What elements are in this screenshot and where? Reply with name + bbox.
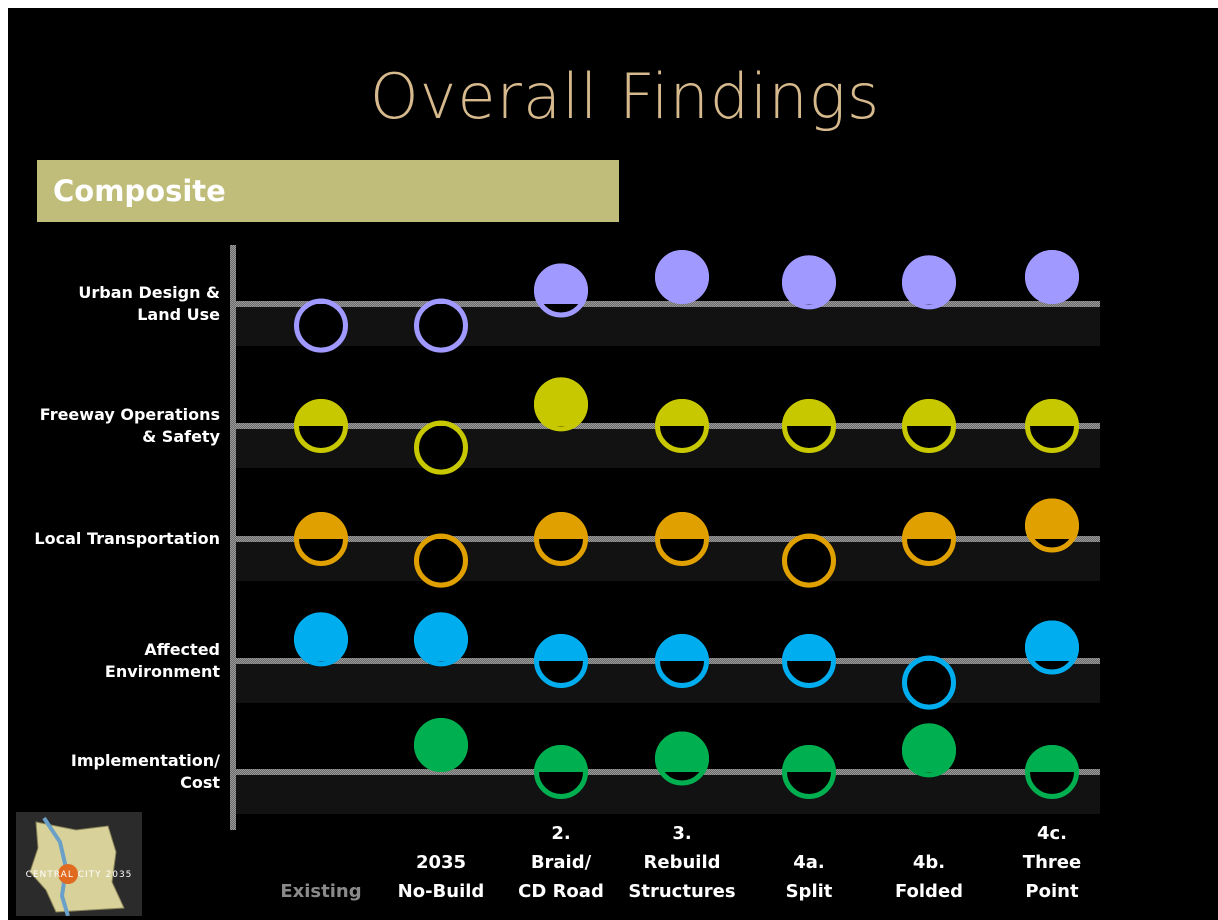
harvey-ball	[902, 655, 956, 710]
harvey-ball	[1025, 620, 1079, 675]
harvey-ball	[414, 718, 468, 772]
harvey-ball	[534, 512, 588, 566]
column-label: 4c. Three Point	[982, 819, 1122, 906]
column-label-line: Structures	[628, 881, 736, 902]
harvey-ball	[294, 612, 348, 667]
row-label: Urban Design & Land Use	[20, 282, 220, 326]
column-label: 2. Braid/CD Road	[491, 819, 631, 906]
harvey-ball	[1025, 498, 1079, 553]
row-label: Local Transportation	[20, 528, 220, 550]
column-label-line: 2.	[551, 823, 571, 844]
harvey-ball	[902, 255, 956, 310]
harvey-ball	[294, 298, 348, 353]
column-label-line	[251, 848, 391, 877]
column-label-line: Point	[1025, 881, 1079, 902]
composite-banner: Composite	[37, 160, 619, 222]
harvey-ball	[534, 377, 588, 432]
vertical-axis	[230, 245, 236, 830]
column-label-line: 4b.	[912, 852, 946, 873]
composite-label: Composite	[53, 174, 226, 208]
row-label-line: Affected	[144, 640, 220, 659]
harvey-ball	[655, 634, 709, 688]
harvey-ball	[655, 512, 709, 566]
harvey-ball	[782, 255, 836, 310]
column-label-line: No-Build	[397, 881, 485, 902]
column-label-line: 4a.	[793, 852, 825, 873]
harvey-ball	[414, 298, 468, 353]
column-label-line: 2035	[415, 852, 467, 873]
harvey-ball	[902, 512, 956, 566]
column-label: Existing	[251, 848, 391, 906]
column-label: 2035 No-Build	[371, 819, 511, 906]
row-label-line: & Safety	[142, 427, 220, 446]
row-label-line: Cost	[180, 773, 220, 792]
harvey-ball	[1025, 745, 1079, 799]
row-baseline	[236, 301, 1100, 307]
harvey-ball	[534, 745, 588, 799]
row-label: Affected Environment	[20, 639, 220, 683]
row-label: Implementation/Cost	[20, 750, 220, 794]
harvey-ball	[782, 399, 836, 453]
harvey-ball	[414, 612, 468, 667]
harvey-ball	[294, 512, 348, 566]
column-label-line: 3.	[672, 823, 692, 844]
harvey-ball	[534, 263, 588, 318]
harvey-ball	[1025, 399, 1079, 453]
row-label-line: Urban Design &	[78, 283, 220, 302]
column-label: 4a. Split	[739, 848, 879, 906]
harvey-ball	[294, 399, 348, 453]
column-label-line: Folded	[894, 881, 964, 902]
row-label-line: Local Transportation	[34, 529, 220, 548]
column-label-line: Split	[785, 881, 833, 902]
column-label-line: Rebuild	[643, 852, 721, 873]
column-label-line: Existing	[280, 881, 362, 902]
slide: Overall Findings Composite Urban Design …	[8, 8, 1218, 920]
column-label-line: 4c.	[1036, 823, 1068, 844]
slide-title: Overall Findings	[369, 60, 881, 133]
harvey-ball	[655, 250, 709, 304]
row-label: Freeway Operations & Safety	[20, 404, 220, 448]
central-city-logo: CENTRAL CITY 2035	[16, 812, 142, 917]
column-label-line: Braid/	[530, 852, 592, 873]
harvey-ball	[655, 731, 709, 786]
row-label-line: Land Use	[137, 305, 220, 324]
harvey-ball	[782, 533, 836, 588]
harvey-ball	[414, 533, 468, 588]
findings-chart	[230, 245, 1100, 830]
row-label-line: Implementation/	[70, 751, 220, 770]
column-label: 3. Rebuild Structures	[612, 819, 752, 906]
column-label: 4b. Folded	[859, 848, 999, 906]
row-band	[236, 304, 1100, 346]
column-label-line: CD Road	[518, 881, 604, 902]
harvey-ball	[902, 399, 956, 453]
harvey-ball	[1025, 250, 1079, 304]
column-label-line	[371, 819, 511, 848]
logo-text: CENTRAL CITY 2035	[25, 870, 133, 880]
row-label-line: Freeway Operations	[39, 405, 220, 424]
harvey-ball	[782, 634, 836, 688]
harvey-ball	[534, 634, 588, 688]
harvey-ball	[414, 420, 468, 475]
map-icon	[16, 812, 142, 917]
harvey-ball	[902, 723, 956, 778]
chart-marks	[294, 250, 1079, 799]
column-label-line: Three	[1022, 852, 1082, 873]
row-label-line: Environment	[104, 662, 220, 681]
harvey-ball	[782, 745, 836, 799]
harvey-ball	[655, 399, 709, 453]
